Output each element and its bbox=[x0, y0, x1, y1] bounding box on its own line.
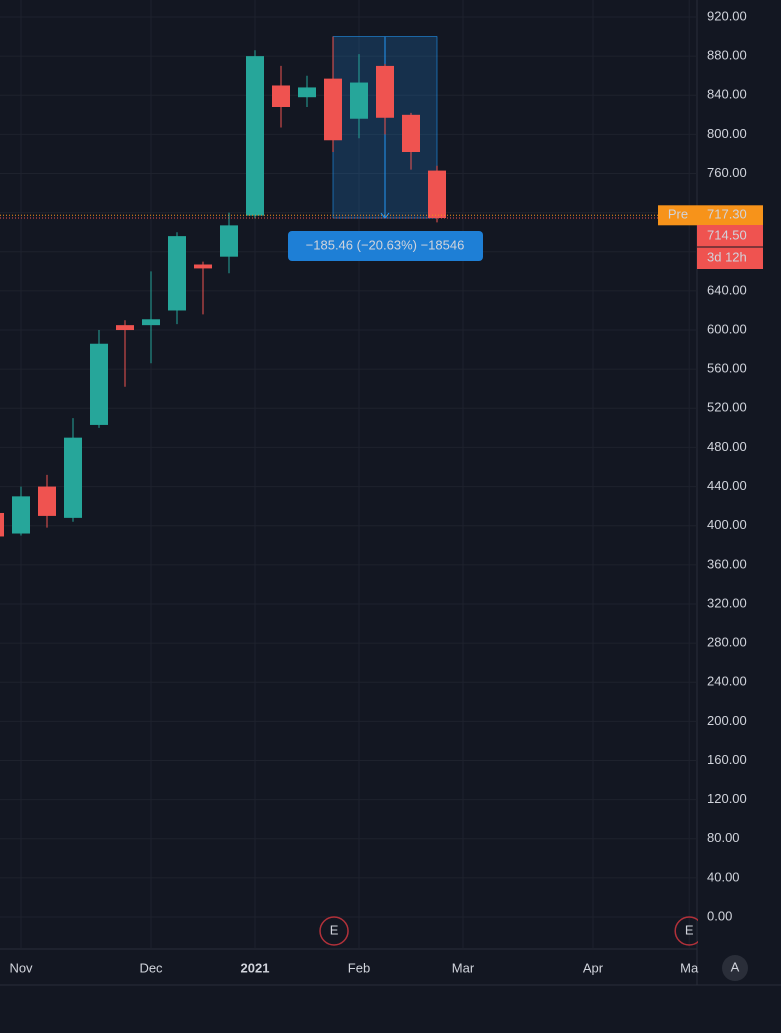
y-tick-label: 880.00 bbox=[707, 48, 747, 63]
pre-tag: Pre bbox=[668, 207, 688, 222]
y-tick-label: 840.00 bbox=[707, 87, 747, 102]
candle-body bbox=[116, 325, 134, 331]
y-tick-label: 920.00 bbox=[707, 8, 747, 23]
y-tick-label: 400.00 bbox=[707, 517, 747, 532]
y-tick-label: 440.00 bbox=[707, 478, 747, 493]
candle-body bbox=[38, 486, 56, 516]
earnings-label: E bbox=[685, 922, 694, 937]
candle-body bbox=[12, 496, 30, 534]
y-tick-label: 280.00 bbox=[707, 635, 747, 650]
scale-button[interactable] bbox=[722, 955, 748, 981]
measure-label: −185.46 (−20.63%) −18546 bbox=[306, 237, 465, 252]
candle-body bbox=[402, 114, 420, 152]
x-tick-label: 2021 bbox=[241, 960, 270, 975]
candle-body bbox=[428, 170, 446, 219]
candle-body bbox=[350, 82, 368, 119]
candle-body bbox=[220, 225, 238, 257]
y-tick-label: 760.00 bbox=[707, 165, 747, 180]
measure-label-bg bbox=[288, 231, 483, 261]
y-tick-label: 800.00 bbox=[707, 126, 747, 141]
y-tick-label: 520.00 bbox=[707, 400, 747, 415]
pre-price-label: 717.30 bbox=[707, 207, 747, 222]
y-tick-label-redraw: 0.00 bbox=[707, 908, 732, 923]
candle-body bbox=[272, 85, 290, 107]
candle-body bbox=[324, 78, 342, 141]
x-tick-label: Nov bbox=[9, 960, 33, 975]
y-tick-label: 560.00 bbox=[707, 361, 747, 376]
pre-tag-bg bbox=[658, 205, 697, 226]
candle-body bbox=[90, 343, 108, 425]
y-tick-label: 320.00 bbox=[707, 595, 747, 610]
earnings-label: E bbox=[330, 922, 339, 937]
x-tick-label: Feb bbox=[348, 960, 370, 975]
candle-body bbox=[64, 437, 82, 518]
pre-price-bg bbox=[697, 205, 763, 226]
y-tick-label: 600.00 bbox=[707, 321, 747, 336]
y-tick-label: 80.00 bbox=[707, 830, 740, 845]
y-tick-label: 640.00 bbox=[707, 282, 747, 297]
candle-body bbox=[376, 65, 394, 118]
candle-body bbox=[142, 319, 160, 326]
candle-body bbox=[246, 56, 264, 216]
candle-body bbox=[194, 264, 212, 269]
y-tick-label: 160.00 bbox=[707, 752, 747, 767]
y-tick-label: 200.00 bbox=[707, 713, 747, 728]
x-tick-label: Ma bbox=[680, 960, 699, 975]
y-tick-label: 480.00 bbox=[707, 439, 747, 454]
countdown-label: 3d 12h bbox=[707, 249, 747, 264]
cover-right bbox=[698, 912, 781, 948]
x-tick-label: Dec bbox=[139, 960, 163, 975]
scale-button-label: A bbox=[731, 959, 740, 974]
x-tick-label: Apr bbox=[583, 960, 604, 975]
candle-body bbox=[168, 236, 186, 311]
candle-body bbox=[298, 87, 316, 98]
earnings-marker[interactable] bbox=[319, 916, 349, 946]
y-tick-label: 240.00 bbox=[707, 674, 747, 689]
candle-body bbox=[0, 512, 4, 537]
x-tick-label: Mar bbox=[452, 960, 475, 975]
last-price-label: 714.50 bbox=[707, 227, 747, 242]
y-tick-label: 120.00 bbox=[707, 791, 747, 806]
y-tick-label: 360.00 bbox=[707, 556, 747, 571]
y-tick-label: 40.00 bbox=[707, 869, 740, 884]
